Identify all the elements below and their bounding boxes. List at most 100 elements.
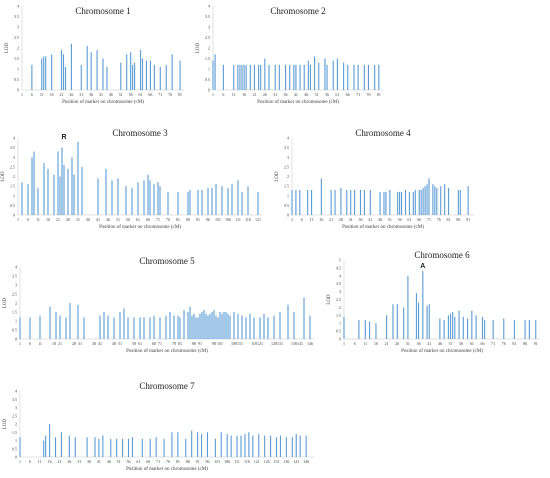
lod-bar — [165, 315, 167, 339]
lod-bar — [454, 316, 456, 339]
x-tick-label: 21 — [56, 217, 60, 222]
lod-bar — [222, 64, 224, 90]
y-tick-label: 3 — [15, 283, 17, 288]
x-tick-label: 36 — [358, 217, 362, 222]
x-tick-label: 26 — [66, 217, 70, 222]
lod-bar — [407, 275, 409, 339]
lod-bar — [343, 62, 345, 90]
lod-bar — [350, 189, 352, 215]
lod-bar — [273, 315, 275, 339]
lod-bar — [117, 178, 119, 215]
x-tick-label: 71 — [156, 217, 160, 222]
x-tick-label: 91 — [534, 341, 538, 346]
lod-bar — [163, 438, 165, 457]
lod-bar — [45, 435, 47, 457]
lod-bar — [134, 62, 136, 90]
lod-bar — [206, 432, 208, 457]
lod-bar — [378, 64, 380, 90]
x-tick-label: 76 — [166, 459, 170, 464]
lod-bar — [80, 64, 82, 90]
y-tick-label: 4 — [13, 136, 15, 141]
lod-bar — [241, 64, 243, 90]
x-tick-label: 46 — [107, 459, 111, 464]
lod-bar — [404, 189, 407, 215]
lod-bar — [139, 50, 142, 90]
x-tick-label: 46 — [304, 92, 308, 97]
lod-bar — [125, 186, 127, 215]
x-tick-label: 66 — [146, 459, 150, 464]
y-tick-label: 3 — [13, 155, 15, 160]
x-axis-label: Position of marker on chromosome (cM) — [126, 467, 208, 472]
lod-bar — [215, 315, 217, 339]
lod-bar — [295, 64, 297, 90]
lod-bar — [245, 64, 247, 90]
y-tick-label: 1.5 — [336, 313, 341, 318]
lod-bar — [264, 58, 266, 90]
x-tick-label: 16 — [242, 92, 246, 97]
lod-bar — [443, 320, 445, 339]
x-tick-label: 61 — [407, 217, 411, 222]
lod-bar — [389, 189, 391, 215]
lod-bar — [359, 189, 362, 215]
lod-bar — [270, 435, 272, 457]
lod-bar — [51, 54, 53, 90]
x-tick-label: 1 — [343, 341, 345, 346]
x-tick-label: 56 — [129, 92, 133, 97]
lod-bar — [214, 54, 216, 90]
y-tick-label: 1 — [208, 67, 210, 72]
x-tick-label: 96 — [205, 459, 209, 464]
y-tick-label: 1.5 — [205, 56, 210, 61]
lod-bar — [116, 438, 118, 457]
lod-bar — [243, 64, 245, 90]
lod-bar — [149, 317, 151, 339]
lod-bar — [173, 315, 175, 339]
y-tick-label: 1.5 — [14, 56, 19, 61]
y-axis-label: LOD — [196, 42, 201, 53]
lod-bar — [193, 313, 195, 339]
lod-bar — [358, 320, 360, 339]
lod-bar — [37, 188, 39, 215]
x-tick-label: 131 — [277, 341, 283, 346]
lod-bar — [96, 50, 98, 90]
lod-bar — [295, 189, 297, 215]
lod-bar — [275, 437, 278, 457]
y-tick-label: 2 — [15, 422, 17, 427]
lod-bar — [227, 188, 229, 215]
lod-bar — [241, 315, 243, 339]
x-tick-label: 46 — [378, 217, 382, 222]
lod-bar — [141, 58, 144, 90]
y-tick-label: 1 — [13, 193, 15, 198]
lod-bar — [307, 60, 309, 90]
x-tick-label: 61 — [470, 341, 474, 346]
lod-bar — [252, 435, 254, 457]
lod-bar — [257, 191, 259, 215]
lod-bar — [171, 432, 173, 457]
x-tick-label: 86 — [456, 217, 460, 222]
lod-bar — [157, 182, 159, 215]
lod-bar — [143, 317, 145, 339]
x-tick-label: 11 — [38, 341, 42, 346]
lod-bar — [159, 186, 161, 215]
lod-bar — [73, 174, 75, 215]
x-tick-label: 41 — [368, 217, 372, 222]
x-tick-label: 1 — [19, 459, 21, 464]
x-tick-label: 111 — [234, 459, 240, 464]
y-tick-label: 1 — [15, 319, 17, 324]
y-axis-label: LOD — [1, 171, 6, 182]
x-tick-label: 86 — [523, 341, 527, 346]
lod-bar — [45, 56, 47, 90]
y-tick-label: 3.5 — [14, 14, 19, 19]
lod-bar — [159, 66, 161, 90]
lod-bar — [279, 312, 281, 339]
lod-bar — [401, 191, 403, 215]
x-tick-label: 76 — [168, 92, 172, 97]
x-tick-label: 61 — [136, 459, 140, 464]
x-tick-label: 46 — [106, 217, 110, 222]
y-tick-label: 3.5 — [205, 14, 210, 19]
x-tick-label: 61 — [138, 341, 142, 346]
lod-bar — [179, 60, 181, 90]
lod-bar — [305, 435, 307, 457]
lod-bar — [274, 64, 276, 90]
chart-title: Chromosome 6 — [414, 250, 470, 260]
